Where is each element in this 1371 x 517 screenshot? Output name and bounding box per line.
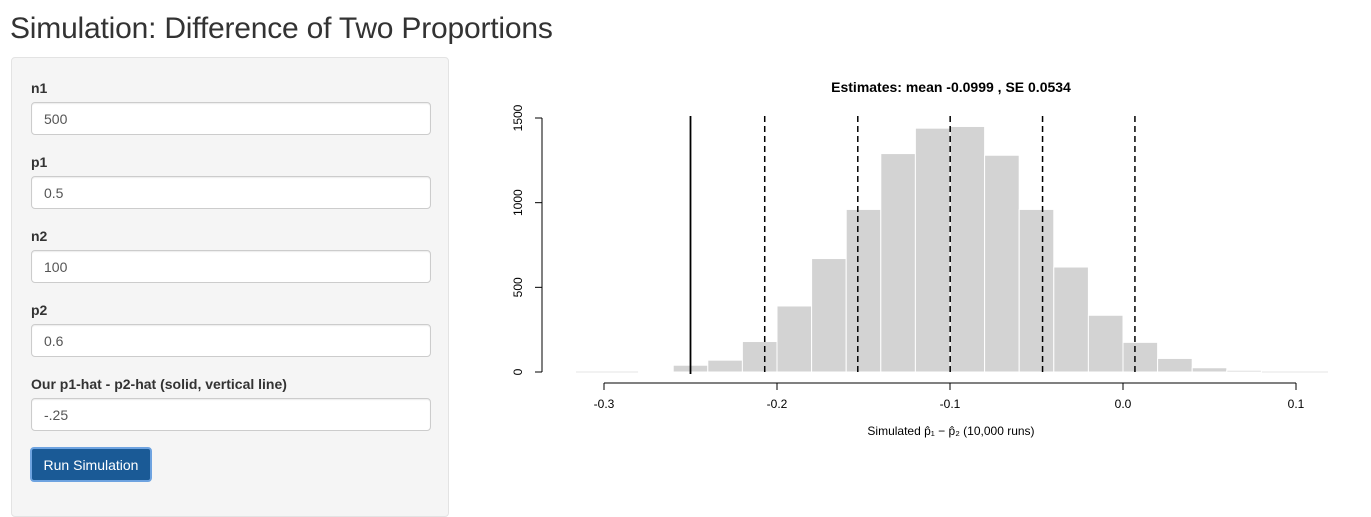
run-simulation-button[interactable]: Run Simulation — [30, 447, 152, 482]
observed-diff-label: Our p1-hat - p2-hat (solid, vertical lin… — [31, 376, 287, 392]
histogram-bar — [1157, 357, 1193, 373]
n1-label: n1 — [31, 80, 48, 96]
histogram-bar — [776, 305, 813, 373]
histogram-bar — [949, 125, 986, 373]
histogram-bar — [1226, 369, 1262, 373]
p1-input[interactable] — [31, 176, 431, 209]
sidebar-panel: n1 p1 n2 p2 Our p1-hat - p2-hat (solid, … — [11, 57, 449, 517]
histogram-bar — [741, 341, 778, 373]
y-tick-label: 1500 — [511, 104, 525, 131]
x-tick-label: -0.1 — [940, 397, 961, 411]
histogram-bar — [845, 208, 882, 373]
p2-input[interactable] — [31, 324, 431, 357]
y-tick-label: 0 — [511, 368, 525, 375]
histogram-plot: Estimates: mean -0.0999 , SE 0.0534 Simu… — [486, 60, 1356, 480]
histogram-svg: Estimates: mean -0.0999 , SE 0.0534 Simu… — [511, 79, 1328, 438]
histogram-bar — [707, 359, 743, 373]
histogram-bar — [914, 127, 951, 373]
x-tick-label: -0.2 — [767, 397, 788, 411]
histogram-bar — [638, 370, 674, 373]
x-axis-label: Simulated p̂₁ − p̂₂ (10,000 runs) — [867, 424, 1034, 438]
p2-label: p2 — [31, 302, 48, 318]
histogram-bar — [811, 258, 847, 373]
histogram-bar — [1087, 314, 1124, 373]
histogram-bar — [1053, 266, 1089, 373]
x-tick-label: 0.1 — [1288, 397, 1305, 411]
histogram-bar — [984, 154, 1020, 373]
histogram-bar — [1122, 341, 1159, 373]
y-tick-label: 500 — [511, 277, 525, 297]
p1-label: p1 — [31, 154, 48, 170]
x-tick-label: 0.0 — [1115, 397, 1132, 411]
observed-diff-input[interactable] — [31, 398, 431, 431]
n1-input[interactable] — [31, 102, 431, 135]
histogram-bar — [880, 153, 916, 373]
histogram-bar — [1018, 208, 1055, 373]
n2-input[interactable] — [31, 250, 431, 283]
page-title: Simulation: Difference of Two Proportion… — [10, 12, 553, 45]
n2-label: n2 — [31, 228, 48, 244]
chart-title: Estimates: mean -0.0999 , SE 0.0534 — [831, 79, 1071, 95]
histogram-bar — [1191, 367, 1228, 373]
x-tick-label: -0.3 — [594, 397, 615, 411]
y-tick-label: 1000 — [511, 189, 525, 216]
